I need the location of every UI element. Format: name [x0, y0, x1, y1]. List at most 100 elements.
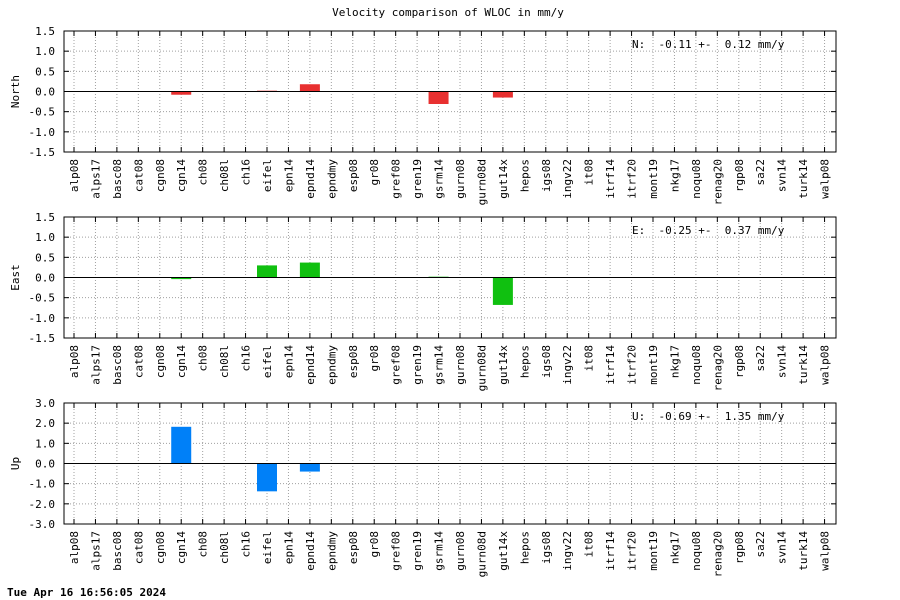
x-tick-label: gurn08d — [475, 531, 488, 577]
x-tick-label: gren19 — [411, 345, 424, 385]
x-tick-label: walp08 — [819, 159, 832, 199]
x-tick-label: rgp08 — [733, 159, 746, 192]
x-tick-label: eifel — [261, 345, 274, 378]
x-tick-label: gurn08d — [475, 159, 488, 205]
y-tick-label: 1.5 — [35, 25, 55, 38]
x-tick-label: gsrm14 — [433, 531, 446, 571]
x-tick-label: epndmy — [325, 159, 338, 199]
x-tick-label: epndmy — [325, 345, 338, 385]
bar-eifel — [257, 463, 277, 492]
x-tick-label: epn14 — [282, 159, 295, 192]
x-tick-label: gren19 — [411, 159, 424, 199]
y-tick-label: -3.0 — [29, 518, 56, 531]
y-tick-label: -1.0 — [29, 478, 56, 491]
x-tick-label: epn14 — [282, 345, 295, 378]
bar-cgn14 — [171, 91, 192, 95]
y-tick-label: 0.5 — [35, 65, 55, 78]
x-tick-label: rgp08 — [733, 531, 746, 564]
bar-cgn14 — [171, 277, 192, 280]
x-tick-label: epnd14 — [304, 345, 317, 385]
x-tick-label: epnd14 — [304, 531, 317, 571]
plot-frame — [63, 30, 837, 153]
x-tick-label: svn14 — [776, 531, 789, 564]
x-tick-label: ingv22 — [561, 159, 574, 199]
y-axis-label: Up — [9, 457, 22, 470]
x-tick-label: sa22 — [754, 159, 767, 186]
x-tick-label: cgn08 — [154, 531, 167, 564]
stat-annotation: U: -0.69 +- 1.35 mm/y — [632, 410, 785, 423]
x-tick-label: epn14 — [282, 531, 295, 564]
x-tick-label: gut14x — [497, 531, 510, 571]
x-tick-label: gut14x — [497, 345, 510, 385]
x-tick-label: turk14 — [797, 345, 810, 385]
x-tick-label: cgn08 — [154, 159, 167, 192]
x-tick-label: gr08 — [368, 159, 381, 186]
x-tick-label: cgn14 — [175, 531, 188, 564]
x-tick-label: ch08 — [197, 345, 210, 372]
bar-epnd14 — [299, 262, 320, 278]
x-tick-label: ch16 — [240, 531, 253, 558]
bar-eifel — [257, 265, 277, 278]
x-tick-label: basc08 — [111, 159, 124, 199]
y-tick-label: -0.5 — [29, 292, 56, 305]
y-tick-label: 1.5 — [35, 211, 55, 224]
bar-cgn14 — [171, 426, 192, 464]
x-tick-label: ch08 — [197, 159, 210, 186]
y-tick-label: 0.0 — [35, 86, 55, 99]
y-axis-label: North — [9, 75, 22, 108]
x-tick-label: svn14 — [776, 345, 789, 378]
x-tick-label: nkg17 — [668, 531, 681, 564]
y-tick-label: -1.5 — [29, 146, 56, 159]
x-tick-label: hepos — [518, 531, 531, 564]
x-tick-label: epnd14 — [304, 159, 317, 199]
x-tick-label: cat08 — [132, 345, 145, 378]
y-tick-label: 2.0 — [35, 417, 55, 430]
x-tick-label: gurn08d — [475, 345, 488, 391]
x-tick-label: gsrm14 — [433, 159, 446, 199]
y-tick-label: -1.0 — [29, 312, 56, 325]
x-tick-label: mont19 — [647, 345, 660, 385]
x-tick-label: it08 — [583, 531, 596, 558]
y-tick-label: 1.0 — [35, 231, 55, 244]
x-tick-label: hepos — [518, 159, 531, 192]
x-tick-label: mont19 — [647, 159, 660, 199]
x-tick-label: mont19 — [647, 531, 660, 571]
y-tick-label: 1.0 — [35, 437, 55, 450]
x-tick-label: gref08 — [390, 345, 403, 385]
bar-epnd14 — [299, 84, 320, 92]
x-tick-label: sa22 — [754, 531, 767, 558]
bar-gsrm14 — [428, 91, 449, 105]
x-tick-label: ch16 — [240, 345, 253, 372]
x-tick-label: gurn08 — [454, 159, 467, 199]
x-tick-label: renag20 — [711, 531, 724, 577]
x-tick-label: itrf14 — [604, 345, 617, 385]
x-tick-label: eifel — [261, 531, 274, 564]
x-tick-label: basc08 — [111, 345, 124, 385]
timestamp-footer: Tue Apr 16 16:56:05 2024 — [7, 586, 166, 599]
x-tick-label: cgn14 — [175, 345, 188, 378]
x-tick-label: igs08 — [540, 345, 553, 378]
x-tick-label: renag20 — [711, 345, 724, 391]
y-tick-label: 0.0 — [35, 272, 55, 285]
x-tick-label: alps17 — [89, 159, 102, 199]
y-tick-label: -1.5 — [29, 332, 56, 345]
x-tick-label: svn14 — [776, 159, 789, 192]
x-tick-label: it08 — [583, 159, 596, 186]
x-tick-label: cgn08 — [154, 345, 167, 378]
x-tick-label: cgn14 — [175, 159, 188, 192]
x-tick-label: gurn08 — [454, 531, 467, 571]
x-tick-label: noqu08 — [690, 345, 703, 385]
plot-frame — [63, 216, 837, 339]
y-tick-label: 3.0 — [35, 397, 55, 410]
x-tick-label: noqu08 — [690, 159, 703, 199]
x-tick-label: alp08 — [68, 345, 81, 378]
x-tick-label: gref08 — [390, 159, 403, 199]
plot-frame — [63, 402, 837, 525]
x-tick-label: sa22 — [754, 345, 767, 372]
y-tick-label: -1.0 — [29, 126, 56, 139]
stat-annotation: E: -0.25 +- 0.37 mm/y — [632, 224, 785, 237]
x-tick-label: itrf14 — [604, 159, 617, 199]
x-tick-label: turk14 — [797, 531, 810, 571]
x-tick-label: alps17 — [89, 345, 102, 385]
x-tick-label: walp08 — [819, 345, 832, 385]
